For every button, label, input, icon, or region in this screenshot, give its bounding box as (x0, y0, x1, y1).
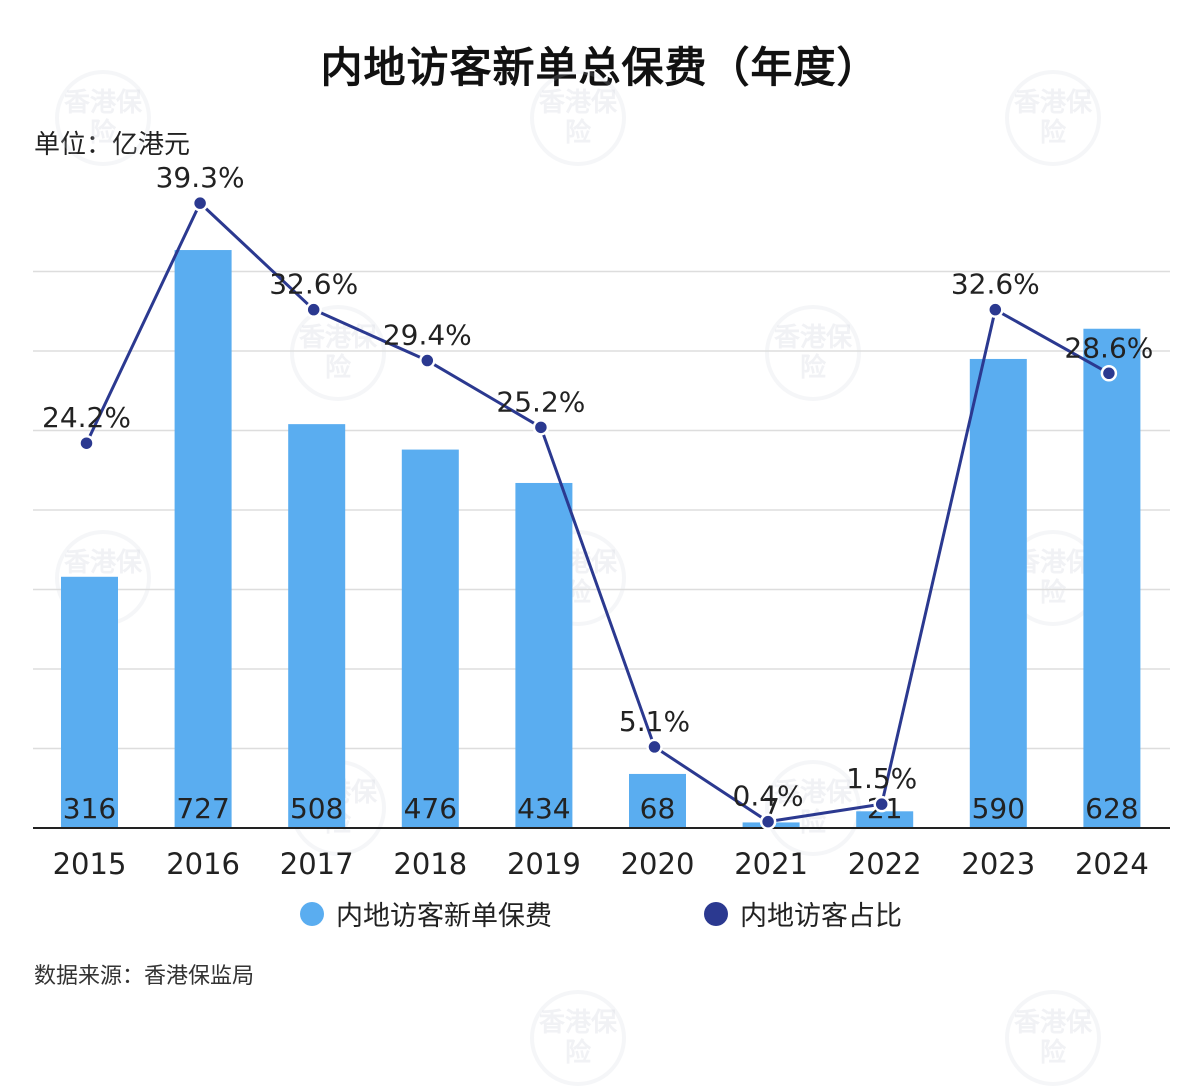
watermark-logo: 香港保险 (55, 70, 151, 166)
share-point (1100, 365, 1118, 382)
bar-2018 (401, 449, 459, 828)
share-point (419, 352, 436, 369)
bar-value-label: 590 (972, 792, 1025, 825)
x-tick-label: 2020 (621, 847, 695, 881)
share-value-label: 1.5% (846, 762, 917, 795)
x-tick-label: 2022 (848, 847, 922, 881)
bar-2015 (61, 576, 118, 828)
share-value-label: 28.6% (1064, 331, 1153, 364)
bar-2016 (174, 250, 232, 828)
legend-item-line[interactable]: 内地访客占比 (704, 894, 902, 933)
bar-value-label: 628 (1085, 792, 1138, 825)
share-value-label: 0.4% (733, 780, 804, 813)
legend-bar-swatch (300, 901, 324, 926)
data-source: 数据来源：香港保监局 (34, 964, 255, 989)
x-tick-label: 2023 (961, 847, 1035, 881)
share-point (78, 434, 95, 452)
x-tick-label: 2016 (166, 847, 240, 881)
legend-bar-label: 内地访客新单保费 (336, 901, 552, 932)
bar-value-label: 727 (176, 792, 229, 825)
share-value-label: 39.3% (156, 161, 245, 194)
bar-value-label: 68 (640, 792, 676, 825)
share-value-label: 32.6% (269, 268, 358, 301)
legend-line-label: 内地访客占比 (740, 901, 902, 932)
bar-2022 (856, 811, 914, 828)
x-tick-label: 2021 (734, 847, 808, 881)
watermark-logo: 香港保险 (1005, 530, 1101, 626)
legend-line-swatch (704, 901, 728, 926)
share-line (85, 201, 1110, 824)
bar-value-label: 508 (290, 792, 343, 825)
share-point (305, 301, 322, 318)
bar-2024 (1083, 328, 1141, 828)
watermark-logo: 香港保险 (1005, 70, 1101, 166)
x-tick-label: 2015 (53, 847, 127, 881)
legend-item-bar[interactable]: 内地访客新单保费 (300, 894, 552, 933)
watermark-logo: 香港保险 (530, 70, 626, 166)
share-point (873, 795, 890, 813)
share-value-label: 5.1% (619, 705, 690, 738)
share-point (759, 813, 777, 830)
bar-2017 (288, 424, 346, 828)
share-point (532, 419, 550, 436)
x-tick-label: 2024 (1075, 847, 1149, 881)
bar-value-label: 434 (517, 792, 570, 825)
share-value-label: 29.4% (383, 319, 472, 352)
share-value-label: 24.2% (42, 401, 131, 434)
bar-value-label: 476 (404, 792, 457, 825)
share-value-label: 25.2% (496, 385, 585, 418)
bar-2023 (969, 358, 1027, 828)
share-point (191, 194, 209, 212)
x-tick-label: 2017 (280, 847, 354, 881)
bar-2019 (515, 482, 573, 828)
bar-value-label: 316 (63, 792, 116, 825)
share-value-label: 32.6% (951, 268, 1040, 301)
share-point (987, 301, 1004, 318)
bar-2020 (629, 773, 686, 828)
x-tick-label: 2019 (507, 847, 581, 881)
x-tick-label: 2018 (393, 847, 467, 881)
watermark-logo: 香港保险 (765, 305, 861, 401)
watermark-logo: 香港保险 (290, 305, 386, 401)
share-point (646, 738, 663, 756)
combo-chart: 3167275084764346872159062820152016201720… (33, 161, 1170, 881)
